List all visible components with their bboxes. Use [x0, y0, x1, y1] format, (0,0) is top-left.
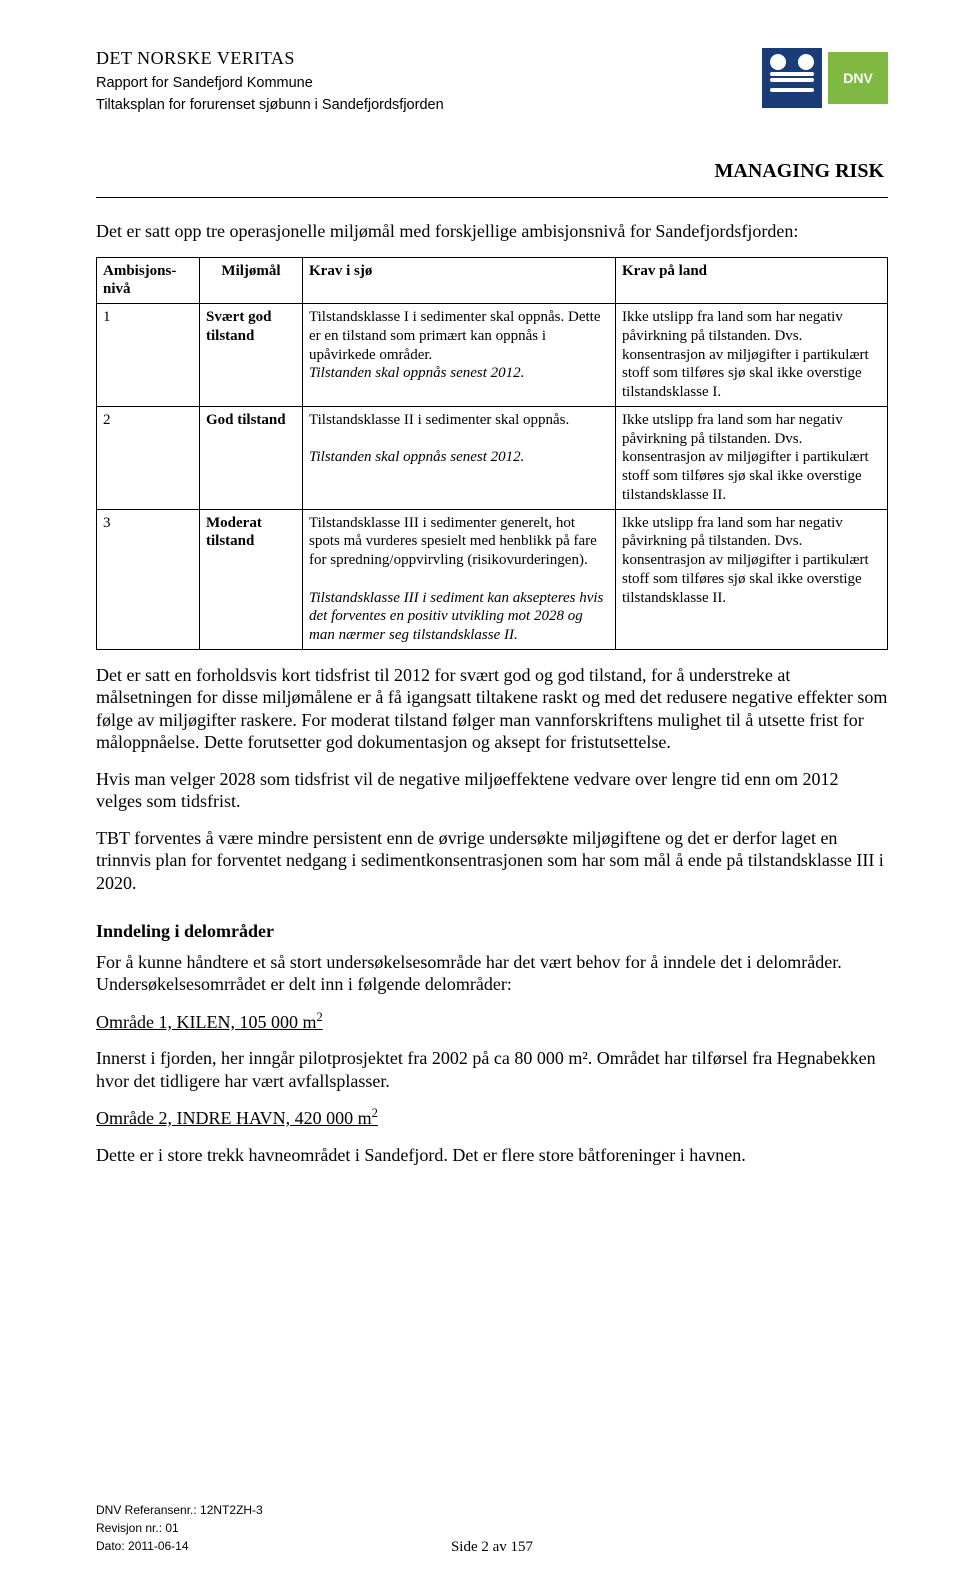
cell-land: Ikke utslipp fra land som har negativ på…: [616, 304, 888, 407]
dnv-triangle-icon: DNV: [828, 52, 888, 104]
cell-nivaa: 1: [97, 304, 200, 407]
sjo-main-text: Tilstandsklasse III i sedimenter generel…: [309, 515, 597, 569]
company-name: DET NORSKE VERITAS: [96, 48, 715, 69]
th-miljomal: Miljømål: [200, 257, 303, 304]
miljomal-table: Ambisjons-nivå Miljømål Krav i sjø Krav …: [96, 257, 888, 650]
paragraph-2: Hvis man velger 2028 som tidsfrist vil d…: [96, 768, 888, 813]
cell-nivaa: 2: [97, 406, 200, 509]
cell-sjo: Tilstandsklasse III i sedimenter generel…: [303, 509, 616, 649]
sjo-italic-text: Tilstandsklasse III i sediment kan aksep…: [309, 590, 603, 644]
footer-page-number: Side 2 av 157: [96, 1539, 888, 1556]
area-1-label: Område 1, KILEN, 105 000 m2: [96, 1010, 888, 1034]
area-2-label: Område 2, INDRE HAVN, 420 000 m2: [96, 1106, 888, 1130]
th-krav-land: Krav på land: [616, 257, 888, 304]
table-row: 1 Svært god tilstand Tilstandsklasse I i…: [97, 304, 888, 407]
header-divider: [96, 197, 888, 198]
cell-land: Ikke utslipp fra land som har negativ på…: [616, 406, 888, 509]
paragraph-1: Det er satt en forholdsvis kort tidsfris…: [96, 664, 888, 754]
managing-risk-label: MANAGING RISK: [715, 160, 884, 183]
table-row: 2 God tilstand Tilstandsklasse II i sedi…: [97, 406, 888, 509]
dnv-crest-icon: [762, 48, 822, 108]
sjo-main-text: Tilstandsklasse I i sedimenter skal oppn…: [309, 309, 601, 363]
page-header: DET NORSKE VERITAS Rapport for Sandefjor…: [96, 48, 888, 183]
footer-ref: DNV Referansenr.: 12NT2ZH-3: [96, 1503, 888, 1517]
cell-land: Ikke utslipp fra land som har negativ på…: [616, 509, 888, 649]
footer-rev: Revisjon nr.: 01: [96, 1521, 888, 1535]
body-content: Det er satt opp tre operasjonelle miljøm…: [96, 220, 888, 1166]
section-title-delomrader: Inndeling i delområder: [96, 920, 888, 943]
cell-miljomal: Moderat tilstand: [200, 509, 303, 649]
page-footer: DNV Referansenr.: 12NT2ZH-3 Revisjon nr.…: [96, 1499, 888, 1553]
sjo-italic-text: Tilstanden skal oppnås senest 2012.: [309, 365, 524, 381]
section-intro: For å kunne håndtere et så stort undersø…: [96, 951, 888, 996]
cell-sjo: Tilstandsklasse II i sedimenter skal opp…: [303, 406, 616, 509]
area-2-desc: Dette er i store trekk havneområdet i Sa…: [96, 1144, 888, 1167]
th-krav-sjo: Krav i sjø: [303, 257, 616, 304]
cell-miljomal: Svært god tilstand: [200, 304, 303, 407]
intro-paragraph: Det er satt opp tre operasjonelle miljøm…: [96, 220, 888, 243]
table-row: 3 Moderat tilstand Tilstandsklasse III i…: [97, 509, 888, 649]
header-left: DET NORSKE VERITAS Rapport for Sandefjor…: [96, 48, 715, 113]
report-subtitle-2: Tiltaksplan for forurenset sjøbunn i San…: [96, 97, 715, 113]
header-logos: DNV: [762, 48, 888, 108]
paragraph-3: TBT forventes å være mindre persistent e…: [96, 827, 888, 895]
report-subtitle-1: Rapport for Sandefjord Kommune: [96, 75, 715, 91]
sjo-italic-text: Tilstanden skal oppnås senest 2012.: [309, 449, 524, 465]
cell-nivaa: 3: [97, 509, 200, 649]
cell-miljomal: God tilstand: [200, 406, 303, 509]
sjo-main-text: Tilstandsklasse II i sedimenter skal opp…: [309, 412, 569, 428]
header-right: DNV MANAGING RISK: [715, 48, 888, 183]
th-ambisjonsnivaa: Ambisjons-nivå: [97, 257, 200, 304]
area-1-desc: Innerst i fjorden, her inngår pilotprosj…: [96, 1047, 888, 1092]
cell-sjo: Tilstandsklasse I i sedimenter skal oppn…: [303, 304, 616, 407]
